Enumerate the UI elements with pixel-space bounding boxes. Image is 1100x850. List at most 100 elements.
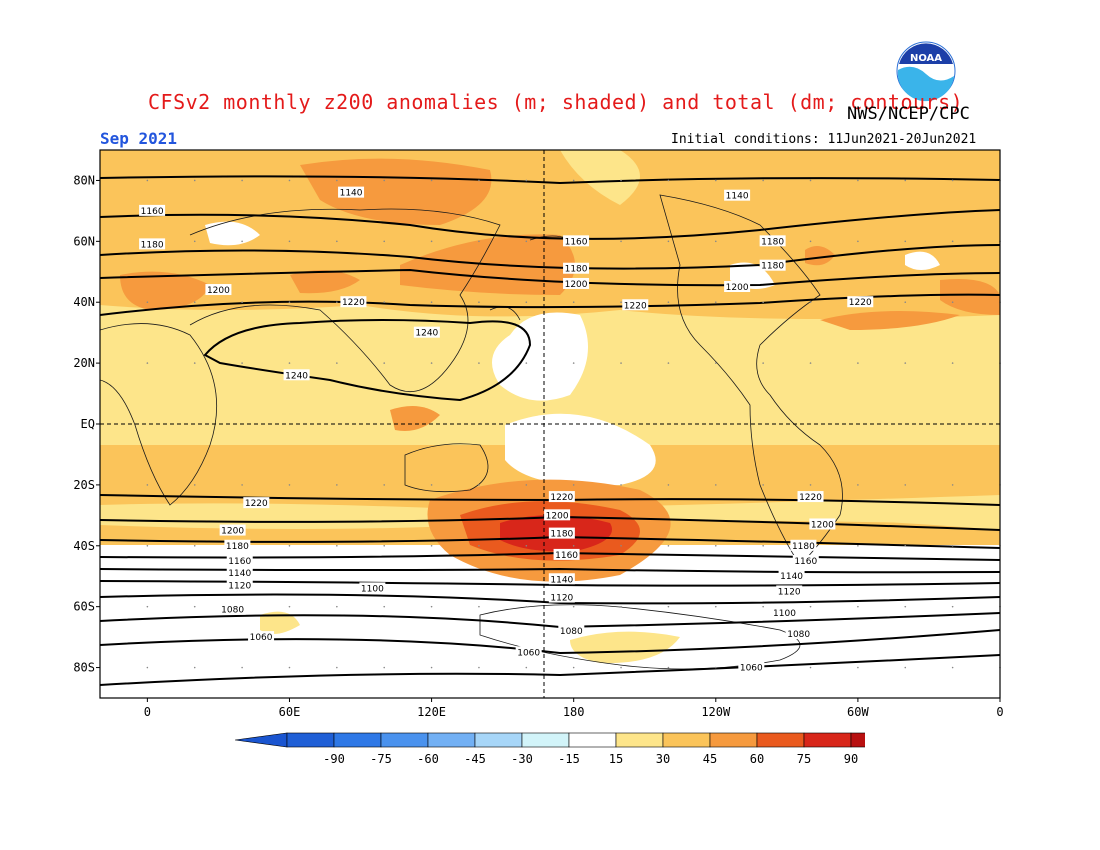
svg-text:1160: 1160 xyxy=(794,557,817,567)
svg-text:1060: 1060 xyxy=(250,633,273,643)
grid-dot xyxy=(904,666,907,669)
agency-label: NWS/NCEP/CPC xyxy=(847,104,970,124)
colorbar-box xyxy=(615,732,664,748)
svg-text:1140: 1140 xyxy=(228,569,251,579)
grid-dot xyxy=(383,544,386,547)
grid-dot xyxy=(525,301,528,304)
colorbar-box xyxy=(709,732,758,748)
grid-dot xyxy=(383,179,386,182)
contour-label: 1100 xyxy=(359,582,386,594)
grid-dot xyxy=(809,666,812,669)
grid-dot xyxy=(146,605,149,608)
grid-dot xyxy=(762,301,764,304)
grid-dot xyxy=(809,301,812,304)
grid-dot xyxy=(430,179,433,182)
contour-label: 1180 xyxy=(563,262,590,275)
colorbar-box xyxy=(756,732,805,748)
contour-label: 1200 xyxy=(724,281,751,293)
grid-dot xyxy=(667,240,670,243)
colorbar-box xyxy=(380,732,429,748)
grid-dot xyxy=(383,666,386,669)
lon-label: 60E xyxy=(279,705,301,719)
grid-dot xyxy=(714,605,717,608)
grid-dot xyxy=(809,179,812,182)
grid-dot xyxy=(762,605,764,608)
grid-dot xyxy=(478,484,480,486)
grid-dot xyxy=(904,605,907,608)
contour-label: 1080 xyxy=(785,628,812,640)
lat-label: 60S xyxy=(73,600,95,614)
grid-dot xyxy=(951,605,954,608)
grid-dot xyxy=(525,240,528,243)
grid-dot xyxy=(857,484,859,486)
grid-dot xyxy=(951,544,954,547)
colorbar-box xyxy=(286,732,335,748)
grid-dot xyxy=(383,301,386,304)
contour-label: 1200 xyxy=(544,509,571,521)
chart-title: CFSv2 monthly z200 anomalies (m; shaded)… xyxy=(148,90,964,114)
grid-dot xyxy=(430,301,433,304)
contour-label: 1140 xyxy=(778,570,805,582)
grid-dot xyxy=(762,544,764,547)
colorbar: -90 -75 -60 -45 -30 -15 15 30 45 60 75 90 xyxy=(235,732,865,766)
svg-text:1140: 1140 xyxy=(726,192,749,202)
grid-dot xyxy=(904,544,907,547)
grid-dot xyxy=(241,179,243,182)
grid-dot xyxy=(951,179,954,182)
grid-dot xyxy=(714,179,717,182)
grid-dot xyxy=(762,179,764,182)
initial-conditions-label: Initial conditions: 11Jun2021-20Jun2021 xyxy=(671,132,977,147)
svg-text:1180: 1180 xyxy=(565,265,588,275)
grid-dot xyxy=(241,301,243,304)
grid-dot xyxy=(430,544,433,547)
contour-label: 1220 xyxy=(548,491,575,503)
contour-label: 1060 xyxy=(248,631,275,643)
grid-dot xyxy=(383,362,386,364)
svg-text:1200: 1200 xyxy=(726,283,749,293)
grid-dot xyxy=(620,544,622,547)
colorbar-tick-label: -30 xyxy=(511,752,533,766)
contour-label: 1180 xyxy=(759,235,786,247)
svg-text:1060: 1060 xyxy=(517,648,540,658)
grid-dot xyxy=(478,544,480,547)
grid-dot xyxy=(904,301,907,304)
grid-dot xyxy=(241,240,243,243)
grid-dot xyxy=(336,484,338,486)
lat-label: 40S xyxy=(73,539,95,553)
contour-label: 1200 xyxy=(205,284,232,296)
grid-dot xyxy=(193,179,196,182)
colorbar-tick-label: 60 xyxy=(750,752,764,766)
grid-dot xyxy=(809,484,812,486)
svg-text:1200: 1200 xyxy=(811,520,834,530)
svg-text:1200: 1200 xyxy=(565,280,588,290)
grid-dot xyxy=(336,544,338,547)
grid-dot xyxy=(951,362,954,364)
grid-dot xyxy=(904,240,907,243)
grid-dot xyxy=(383,484,386,486)
grid-dot xyxy=(288,605,291,608)
grid-dot xyxy=(193,362,196,364)
svg-text:1200: 1200 xyxy=(221,527,244,537)
lon-label: 0 xyxy=(144,705,151,719)
contour-label: 1140 xyxy=(226,567,253,579)
lat-label: 20N xyxy=(73,356,95,370)
grid-dot xyxy=(572,362,575,364)
grid-dot xyxy=(667,484,670,486)
grid-dot xyxy=(288,301,291,304)
grid-dot xyxy=(762,484,764,486)
contour-label: 1200 xyxy=(219,524,246,537)
grid-dot xyxy=(288,544,291,547)
contour-label: 1120 xyxy=(776,585,803,597)
svg-text:1180: 1180 xyxy=(550,530,573,540)
grid-dot xyxy=(620,301,622,304)
contour-label: 1220 xyxy=(340,296,367,308)
svg-text:1160: 1160 xyxy=(565,237,588,247)
lon-label: 120E xyxy=(417,705,446,719)
grid-dot xyxy=(336,362,338,364)
grid-dot xyxy=(193,605,196,608)
grid-dot xyxy=(714,301,717,304)
contour-label: 1180 xyxy=(224,539,251,552)
colorbar-box xyxy=(803,732,852,748)
grid-dot xyxy=(146,484,149,486)
grid-dot xyxy=(951,484,954,486)
